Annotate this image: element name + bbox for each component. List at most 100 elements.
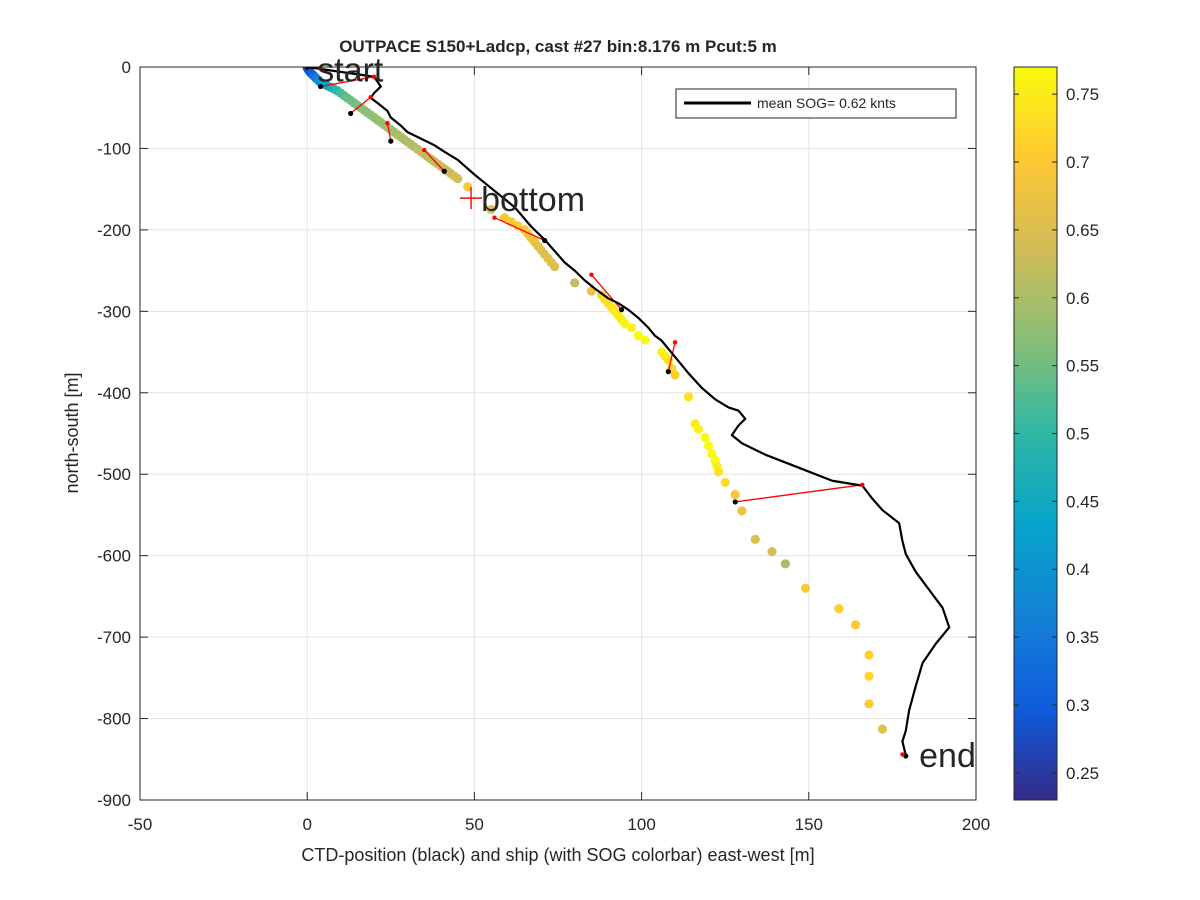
ship-point — [670, 370, 680, 380]
ship-point — [750, 534, 760, 544]
ship-point — [864, 671, 874, 681]
ship-point — [767, 546, 777, 557]
y-tick-label: -800 — [97, 710, 131, 729]
ctd-marker — [589, 272, 594, 277]
colorbar-tick-label: 0.65 — [1066, 221, 1099, 240]
ship-point — [720, 477, 730, 487]
chart-title: OUTPACE S150+Ladcp, cast #27 bin:8.176 m… — [339, 37, 777, 56]
colorbar-ticks: 0.25 0.3 0.35 0.4 0.45 0.5 0.55 0.6 0.65 0.7 0.75 — [1014, 85, 1099, 783]
ship-star-marker — [732, 499, 738, 505]
ship-point — [693, 424, 704, 435]
x-tick-label: 0 — [302, 815, 311, 834]
y-tick-label: -900 — [97, 791, 131, 810]
connector-segment — [494, 217, 545, 242]
connector-segment — [386, 123, 392, 142]
ship-point — [453, 173, 463, 184]
connector-segment — [350, 96, 372, 114]
x-tick-label: 200 — [962, 815, 990, 834]
colorbar: 0.25 0.3 0.35 0.4 0.45 0.5 0.55 0.6 0.65 0.7 0.75 — [1013, 66, 1099, 801]
colorbar-gradient — [1013, 66, 1058, 801]
ship-point — [800, 583, 811, 593]
ship-star-marker — [388, 138, 394, 144]
y-tick-label: -600 — [97, 547, 131, 566]
x-axis-label: CTD-position (black) and ship (with SOG … — [301, 845, 814, 865]
plot-box — [139, 66, 977, 801]
ship-star-marker — [542, 237, 548, 244]
ship-point — [834, 604, 844, 614]
colorbar-tick-label: 0.7 — [1066, 153, 1090, 172]
connector-segment — [423, 149, 445, 172]
y-axis-label: north-south [m] — [62, 372, 82, 493]
ship-star-marker — [304, 67, 310, 70]
ship-point — [550, 261, 560, 272]
x-tick-label: -50 — [128, 815, 153, 834]
ship-star-marker — [441, 168, 447, 174]
ship-point — [864, 650, 874, 660]
colorbar-tick-label: 0.3 — [1066, 696, 1090, 715]
y-tick-label: -400 — [97, 384, 131, 403]
ctd-marker — [422, 147, 427, 153]
ship-point — [851, 620, 861, 630]
ship-point — [486, 204, 496, 215]
y-tick-label: -100 — [97, 139, 131, 158]
colorbar-tick-label: 0.4 — [1066, 560, 1090, 579]
connector-markers — [304, 67, 909, 759]
ship-point — [463, 182, 473, 192]
ship-point — [700, 432, 710, 443]
colorbar-tick-label: 0.6 — [1066, 289, 1090, 308]
ship-point — [513, 221, 523, 231]
annotation-label: end — [919, 737, 976, 775]
connector-segment — [320, 76, 375, 88]
axis-ticks: -50 0 50 100 150 2000-100-200-300-400-500-600… — [97, 58, 990, 834]
data-layer — [302, 67, 951, 759]
ship-point — [570, 278, 580, 288]
ctd-marker — [385, 120, 390, 126]
ship-point — [713, 467, 724, 477]
ship-point — [864, 699, 874, 709]
ship-point — [640, 335, 650, 345]
ship-point — [737, 506, 747, 516]
bottom-marker — [460, 187, 483, 210]
connector-segment — [735, 484, 863, 503]
connector-segment — [667, 342, 676, 372]
ctd-marker — [368, 94, 373, 100]
ship-point — [633, 331, 643, 341]
colorbar-tick-label: 0.55 — [1066, 357, 1099, 376]
annotations: start bottom end — [317, 51, 976, 775]
connector-segments — [307, 67, 907, 757]
x-tick-label: 50 — [465, 815, 484, 834]
ship-point — [730, 489, 740, 500]
ship-point — [877, 724, 887, 734]
y-tick-label: -200 — [97, 221, 131, 240]
y-tick-label: -700 — [97, 628, 131, 647]
y-tick-label: 0 — [122, 58, 131, 77]
annotation-label: start — [317, 51, 384, 89]
ship-point — [703, 441, 714, 451]
colorbar-tick-label: 0.25 — [1066, 764, 1099, 783]
ctd-marker — [492, 215, 497, 220]
ship-star-marker — [618, 307, 625, 313]
colorbar-tick-label: 0.75 — [1066, 85, 1099, 104]
annotation-label: bottom — [481, 181, 585, 219]
ctd-track-line — [307, 67, 951, 756]
plot-area — [140, 67, 976, 800]
colorbar-tick-label: 0.45 — [1066, 492, 1099, 511]
ship-point — [780, 559, 790, 569]
ship-point — [626, 323, 637, 333]
legend: mean SOG= 0.62 knts — [675, 88, 957, 119]
x-tick-label: 150 — [795, 815, 823, 834]
y-tick-label: -500 — [97, 465, 131, 484]
connector-segment — [590, 274, 623, 311]
ctd-marker — [860, 482, 865, 488]
y-tick-label: -300 — [97, 302, 131, 321]
x-tick-label: 100 — [627, 815, 655, 834]
ship-point — [683, 392, 694, 402]
ship-point — [499, 213, 510, 223]
colorbar-tick-label: 0.5 — [1066, 425, 1090, 444]
ship-star-marker — [665, 369, 671, 375]
grid — [140, 67, 976, 800]
ship-star-marker — [348, 110, 354, 117]
ctd-marker — [672, 340, 678, 345]
ship-star-marker — [317, 83, 324, 90]
